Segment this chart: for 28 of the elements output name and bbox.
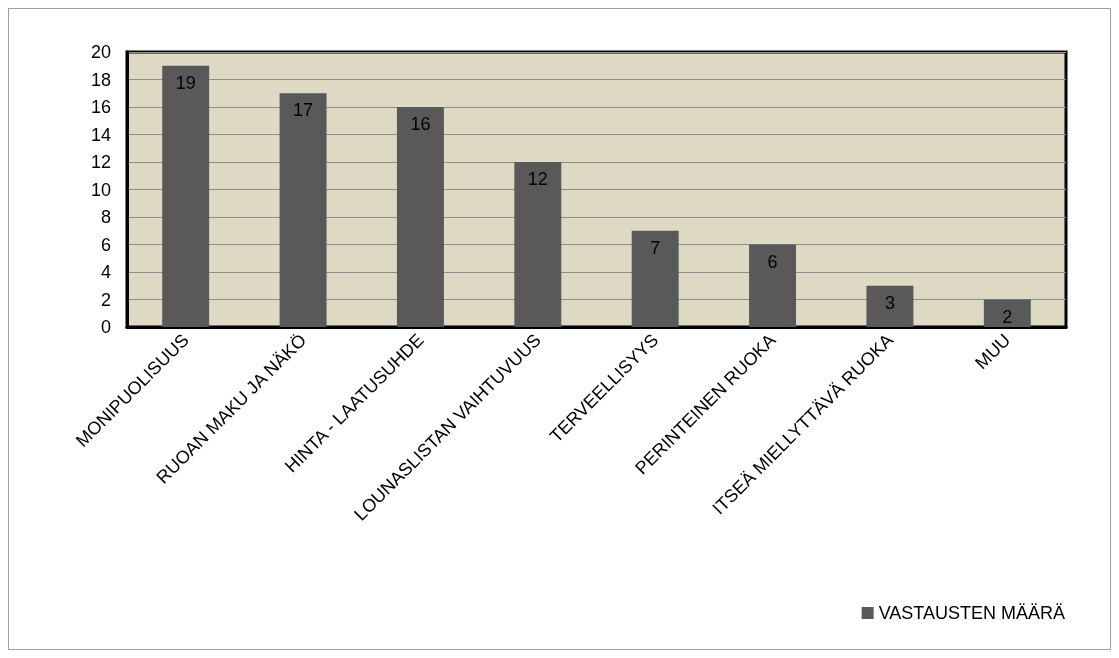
y-tick-label: 2 xyxy=(100,289,111,310)
data-label: 2 xyxy=(1002,306,1013,327)
y-tick-label: 0 xyxy=(100,317,111,337)
y-tick-label: 16 xyxy=(90,97,111,117)
data-label: 12 xyxy=(527,169,548,189)
bar xyxy=(983,299,1031,327)
bar xyxy=(514,162,562,327)
data-label: 3 xyxy=(884,292,895,313)
y-tick-label: 6 xyxy=(100,234,111,255)
bar xyxy=(866,285,914,327)
bar xyxy=(279,93,327,327)
bar xyxy=(631,230,679,327)
data-label: 19 xyxy=(175,72,196,93)
data-label: 17 xyxy=(293,100,314,121)
y-tick-label: 8 xyxy=(100,207,111,227)
legend-label: VASTAUSTEN MÄÄRÄ xyxy=(878,603,1066,623)
y-tick-label: 12 xyxy=(90,152,111,172)
bar xyxy=(749,244,797,327)
y-tick-label: 10 xyxy=(90,179,111,200)
data-label: 16 xyxy=(410,114,431,134)
y-tick-label: 14 xyxy=(90,124,111,145)
y-tick-label: 4 xyxy=(100,262,111,282)
bar xyxy=(162,65,210,327)
data-label: 7 xyxy=(650,237,661,258)
data-label: 6 xyxy=(767,251,778,272)
y-tick-label: 20 xyxy=(90,42,111,62)
bar xyxy=(396,107,444,327)
y-tick-label: 18 xyxy=(90,69,111,90)
